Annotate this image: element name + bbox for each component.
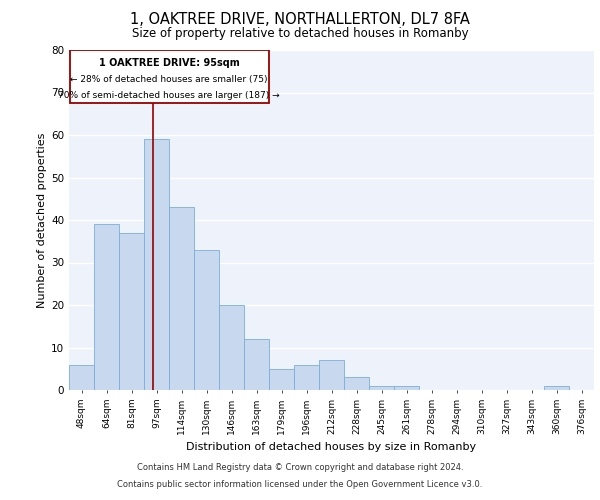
Bar [269,369,294,390]
Bar [144,139,169,390]
Bar [344,377,369,390]
Bar [119,233,144,390]
Text: Contains HM Land Registry data © Crown copyright and database right 2024.: Contains HM Land Registry data © Crown c… [137,464,463,472]
Bar [319,360,344,390]
Text: 1 OAKTREE DRIVE: 95sqm: 1 OAKTREE DRIVE: 95sqm [98,58,239,68]
Text: Contains public sector information licensed under the Open Government Licence v3: Contains public sector information licen… [118,480,482,489]
Text: 70% of semi-detached houses are larger (187) →: 70% of semi-detached houses are larger (… [58,90,280,100]
Bar [194,250,219,390]
Bar [394,386,419,390]
Bar [369,386,394,390]
Text: Size of property relative to detached houses in Romanby: Size of property relative to detached ho… [131,28,469,40]
Bar [544,386,569,390]
X-axis label: Distribution of detached houses by size in Romanby: Distribution of detached houses by size … [187,442,476,452]
Y-axis label: Number of detached properties: Number of detached properties [37,132,47,308]
Bar [219,305,244,390]
Bar [169,207,194,390]
Bar [94,224,119,390]
Bar [69,364,94,390]
Bar [70,50,269,103]
Bar [244,339,269,390]
Text: ← 28% of detached houses are smaller (75): ← 28% of detached houses are smaller (75… [70,74,268,84]
Bar [294,364,319,390]
Text: 1, OAKTREE DRIVE, NORTHALLERTON, DL7 8FA: 1, OAKTREE DRIVE, NORTHALLERTON, DL7 8FA [130,12,470,28]
